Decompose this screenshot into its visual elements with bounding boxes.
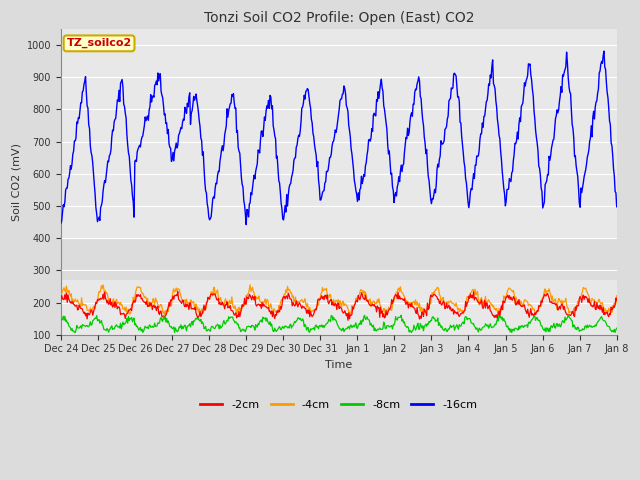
Bar	[61, 29, 617, 238]
Title: Tonzi Soil CO2 Profile: Open (East) CO2: Tonzi Soil CO2 Profile: Open (East) CO2	[204, 11, 474, 25]
Text: TZ_soilco2: TZ_soilco2	[67, 38, 132, 48]
Legend: -2cm, -4cm, -8cm, -16cm: -2cm, -4cm, -8cm, -16cm	[196, 396, 482, 414]
Bar	[61, 280, 617, 335]
Y-axis label: Soil CO2 (mV): Soil CO2 (mV)	[11, 143, 21, 221]
X-axis label: Time: Time	[325, 360, 353, 370]
